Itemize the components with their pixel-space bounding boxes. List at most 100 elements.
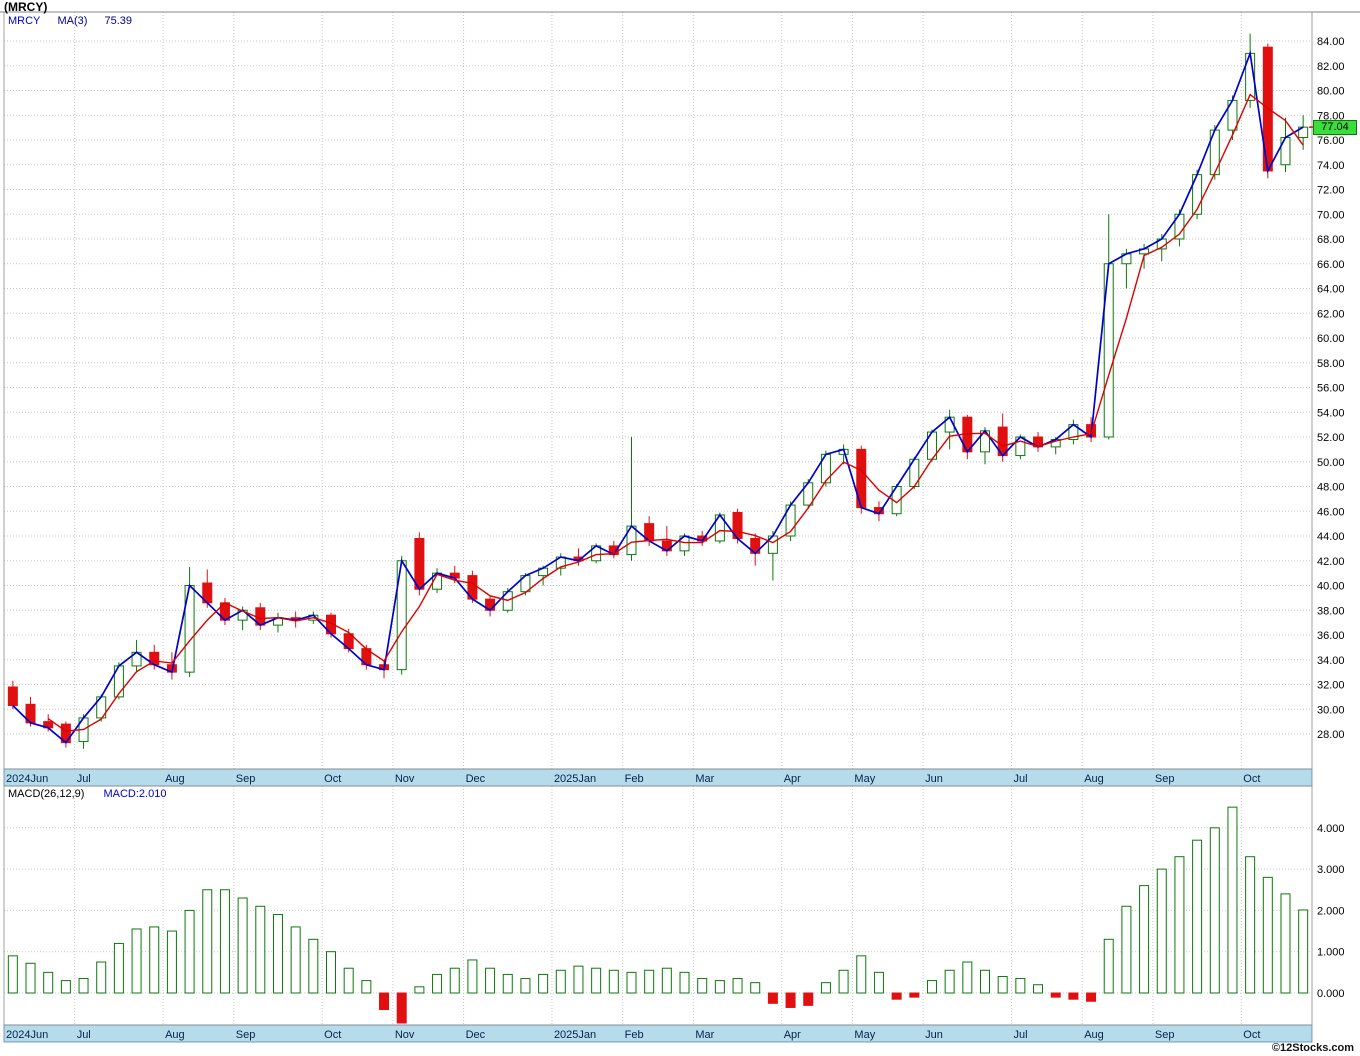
month-label: Aug <box>165 1029 185 1041</box>
month-label: Dec <box>466 773 486 785</box>
month-label: Feb <box>625 1029 644 1041</box>
macd-bar-positive <box>60 980 71 994</box>
month-label: Feb <box>625 773 644 785</box>
month-label: 2024Jun <box>6 1029 48 1041</box>
macd-bar-positive <box>78 978 89 994</box>
month-label: Oct <box>1243 1029 1260 1041</box>
month-label: Jul <box>77 1029 91 1041</box>
month-label: Mar <box>695 1029 714 1041</box>
macd-bar-positive <box>820 982 831 994</box>
macd-bar-positive <box>7 955 18 994</box>
macd-bar-negative <box>379 992 390 1011</box>
macd-bar-positive <box>1298 909 1309 994</box>
month-label: Jul <box>77 773 91 785</box>
macd-label: MACD(26,12,9) <box>8 788 85 800</box>
macd-bar-positive <box>361 980 372 994</box>
month-label: Oct <box>1243 773 1260 785</box>
macd-bar-positive <box>997 975 1008 994</box>
candle-down <box>414 537 425 590</box>
macd-bar-negative <box>767 992 778 1004</box>
macd-bar-positive <box>1015 978 1026 994</box>
macd-bar-positive <box>113 942 124 994</box>
month-label: Sep <box>1155 773 1175 785</box>
macd-bar-positive <box>1209 827 1220 994</box>
month-label: Oct <box>324 773 341 785</box>
price-axis-label: 84.00 <box>1317 36 1345 48</box>
price-axis-label: 64.00 <box>1317 284 1345 296</box>
macd-bar-positive <box>591 967 602 994</box>
macd-axis-label: 0.000 <box>1317 988 1345 1000</box>
macd-bar-positive <box>838 969 849 994</box>
month-label: Sep <box>236 773 256 785</box>
macd-bar-positive <box>25 962 36 994</box>
macd-bar-negative <box>909 992 920 998</box>
price-axis-label: 50.00 <box>1317 457 1345 469</box>
macd-bar-negative <box>891 992 902 1000</box>
macd-bar-positive <box>308 938 319 994</box>
price-axis-label: 80.00 <box>1317 86 1345 98</box>
macd-bar-positive <box>520 978 531 994</box>
month-label: Sep <box>236 1029 256 1041</box>
month-label: Sep <box>1155 1029 1175 1041</box>
macd-bar-positive <box>1245 856 1256 994</box>
macd-bar-positive <box>1103 938 1114 994</box>
macd-bar-positive <box>926 980 937 994</box>
macd-bar-positive <box>219 889 230 994</box>
macd-legend: MACD(26,12,9) MACD:2.010 <box>8 788 166 800</box>
symbol-label: MRCY <box>8 15 41 27</box>
price-axis-label: 30.00 <box>1317 704 1345 716</box>
macd-bar-positive <box>1262 876 1273 994</box>
macd-bar-positive <box>962 961 973 994</box>
price-axis-label: 28.00 <box>1317 729 1345 741</box>
price-axis-label: 68.00 <box>1317 234 1345 246</box>
macd-bar-positive <box>237 897 248 994</box>
macd-bar-positive <box>1174 856 1185 994</box>
month-label: Jun <box>925 773 943 785</box>
price-axis-label: 74.00 <box>1317 160 1345 172</box>
month-band-macd <box>3 1024 1313 1043</box>
price-axis-label: 32.00 <box>1317 680 1345 692</box>
price-axis-label: 52.00 <box>1317 432 1345 444</box>
price-axis-label: 44.00 <box>1317 531 1345 543</box>
price-axis-label: 66.00 <box>1317 259 1345 271</box>
month-label: Apr <box>784 773 801 785</box>
macd-bar-positive <box>432 973 443 994</box>
macd-bar-positive <box>255 905 266 994</box>
page-title: (MRCY) <box>4 0 48 14</box>
price-axis-label: 70.00 <box>1317 209 1345 221</box>
macd-bar-positive <box>502 973 513 994</box>
month-label: Oct <box>324 1029 341 1041</box>
macd-bar-negative <box>1050 992 1061 998</box>
month-label: May <box>854 1029 875 1041</box>
macd-bar-negative <box>1068 992 1079 1000</box>
month-label: Apr <box>784 1029 801 1041</box>
price-legend: MRCY MA(3) 75.39 <box>8 15 146 27</box>
macd-bar-positive <box>661 967 672 994</box>
price-axis-label: 72.00 <box>1317 185 1345 197</box>
macd-axis-label: 1.000 <box>1317 947 1345 959</box>
watermark: ©12Stocks.com <box>1271 1042 1354 1054</box>
macd-bar-negative <box>1086 992 1097 1002</box>
macd-bar-positive <box>626 971 637 994</box>
price-axis-label: 42.00 <box>1317 556 1345 568</box>
macd-bar-positive <box>272 914 283 994</box>
month-label: Nov <box>395 1029 415 1041</box>
macd-bar-positive <box>980 969 990 994</box>
price-axis-label: 78.00 <box>1317 110 1345 122</box>
month-label: Dec <box>466 1029 486 1041</box>
macd-bar-positive <box>856 955 867 994</box>
price-panel-border <box>3 11 1313 770</box>
macd-bar-positive <box>467 959 478 994</box>
month-label: Mar <box>695 773 714 785</box>
macd-bar-positive <box>202 889 213 994</box>
macd-bar-positive <box>1227 806 1238 994</box>
macd-bar-positive <box>343 967 354 994</box>
price-axis-label: 58.00 <box>1317 358 1345 370</box>
price-badge: 77.04 <box>1313 119 1357 135</box>
macd-bar-negative <box>396 992 407 1024</box>
macd-axis-label: 2.000 <box>1317 905 1345 917</box>
month-label: Jul <box>1014 773 1028 785</box>
price-axis-label: 38.00 <box>1317 605 1345 617</box>
price-axis-label: 36.00 <box>1317 630 1345 642</box>
